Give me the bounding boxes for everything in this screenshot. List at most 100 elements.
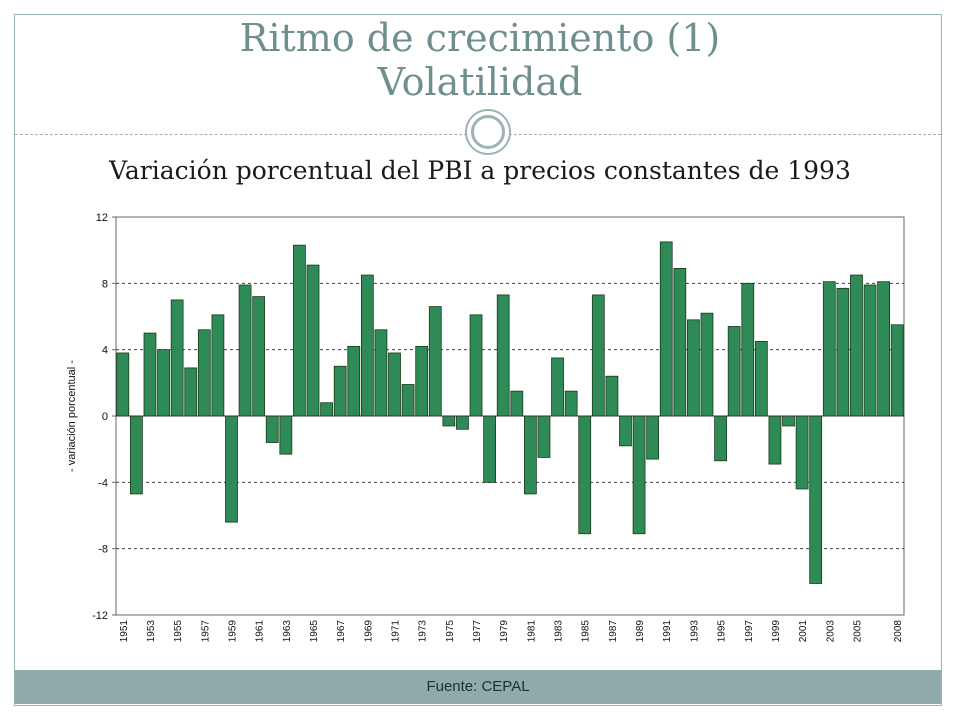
bar-1994: [700, 312, 714, 417]
bar-1971: [388, 352, 401, 417]
y-tick-label: 12: [96, 212, 108, 224]
bar-1953: [143, 332, 157, 417]
bar-1973: [415, 345, 429, 417]
bar-2003: [822, 281, 836, 417]
bar-1966: [320, 402, 333, 417]
bar-1977: [469, 314, 483, 417]
y-axis-label: - variación porcentual -: [66, 360, 78, 472]
x-axis-ticks: 1951 1953 1955 1957 1959 1961 1963 1965 1967 1969…: [119, 620, 904, 643]
x-tick-label-1997: 1997: [744, 620, 755, 643]
bar-1961: [252, 296, 266, 417]
bar-1984: [564, 390, 578, 417]
ring-ornament-icon: [465, 109, 511, 155]
bar-1963: [279, 415, 293, 455]
y-tick-label: 0: [102, 411, 108, 423]
bar-1993: [687, 319, 700, 417]
y-axis-ticks: -12 -8 -4 0 4 8 12: [92, 212, 116, 622]
bar-2006: [863, 284, 877, 417]
x-tick-label-2003: 2003: [825, 620, 836, 643]
bar-1970: [374, 329, 388, 417]
y-tick-label: -12: [92, 610, 108, 622]
bar-1976: [456, 415, 469, 430]
bar-1983: [551, 357, 564, 417]
bar-1992: [673, 268, 687, 417]
x-tick-label-1975: 1975: [445, 620, 456, 643]
bar-1980: [510, 390, 524, 417]
source-footer: Fuente: CEPAL: [15, 670, 941, 704]
bar-1972: [401, 384, 415, 417]
x-tick-label-1979: 1979: [499, 620, 510, 643]
x-tick-label-1951: 1951: [119, 620, 130, 643]
y-tick-label: 8: [102, 278, 108, 290]
bar-2004: [836, 287, 850, 417]
x-tick-label-1999: 1999: [771, 620, 782, 643]
bar-1954: [157, 349, 170, 417]
bar-1996: [727, 326, 741, 417]
y-tick-label: -8: [98, 544, 108, 556]
bar-2000: [782, 415, 795, 427]
bar-1989: [632, 415, 646, 535]
bar-1986: [591, 294, 605, 417]
x-tick-label-1953: 1953: [146, 620, 157, 643]
x-tick-label-1955: 1955: [173, 620, 184, 643]
x-tick-label-1995: 1995: [717, 620, 728, 643]
x-tick-label-1959: 1959: [227, 620, 238, 643]
title-line-1: Ritmo de crecimiento (1): [239, 16, 721, 60]
bar-1974: [428, 306, 442, 417]
bar-1951: [116, 352, 130, 417]
bar-1997: [741, 282, 755, 417]
slide-title: Ritmo de crecimiento (1) Volatilidad: [0, 16, 960, 104]
bars: [116, 241, 904, 584]
bar-1982: [537, 415, 551, 458]
bar-2007: [877, 281, 891, 417]
gridlines: [116, 282, 904, 550]
x-tick-label-1969: 1969: [363, 620, 374, 643]
bar-1981: [524, 415, 537, 495]
chart-subtitle: Variación porcentual del PBI a precios c…: [109, 156, 851, 185]
bar-1985: [578, 415, 592, 535]
y-tick-label: -4: [98, 477, 108, 489]
slide-frame: [14, 14, 942, 706]
bar-1965: [306, 264, 320, 417]
x-tick-label-1957: 1957: [200, 620, 211, 643]
bar-1960: [238, 284, 252, 417]
title-line-2: Volatilidad: [377, 60, 583, 104]
bar-2001: [795, 415, 809, 490]
bar-1995: [714, 415, 727, 462]
bar-2008: [890, 324, 904, 417]
x-tick-label-1991: 1991: [662, 620, 673, 643]
bar-2005: [850, 274, 863, 417]
x-tick-label-1993: 1993: [689, 620, 700, 643]
bar-1956: [184, 367, 198, 417]
x-tick-label-1989: 1989: [635, 620, 646, 643]
x-tick-label-1961: 1961: [255, 620, 266, 643]
bar-1978: [483, 415, 497, 483]
x-tick-label-1981: 1981: [526, 620, 537, 643]
bar-2002: [809, 415, 823, 584]
bar-1968: [347, 345, 361, 417]
bar-1969: [360, 274, 374, 417]
bar-1962: [265, 415, 279, 443]
bar-1975: [442, 415, 456, 427]
bar-1955: [170, 299, 184, 417]
bar-1999: [768, 415, 782, 465]
x-tick-label-1971: 1971: [391, 620, 402, 643]
x-tick-label-1987: 1987: [608, 620, 619, 643]
x-tick-label-1985: 1985: [581, 620, 592, 643]
bar-1987: [605, 375, 619, 417]
x-tick-label-1967: 1967: [336, 620, 347, 643]
bar-1964: [293, 244, 306, 417]
x-tick-label-1963: 1963: [282, 620, 293, 643]
bar-1959: [225, 415, 238, 523]
bar-1952: [129, 415, 143, 495]
x-tick-label-1983: 1983: [554, 620, 565, 643]
x-tick-label-2005: 2005: [852, 620, 863, 643]
bar-1957: [197, 329, 211, 417]
bar-1967: [333, 365, 347, 417]
x-tick-label-1977: 1977: [472, 620, 483, 643]
y-tick-label: 4: [102, 345, 108, 357]
x-tick-label-1973: 1973: [418, 620, 429, 643]
bar-1998: [754, 340, 768, 417]
bar-1991: [659, 241, 673, 417]
